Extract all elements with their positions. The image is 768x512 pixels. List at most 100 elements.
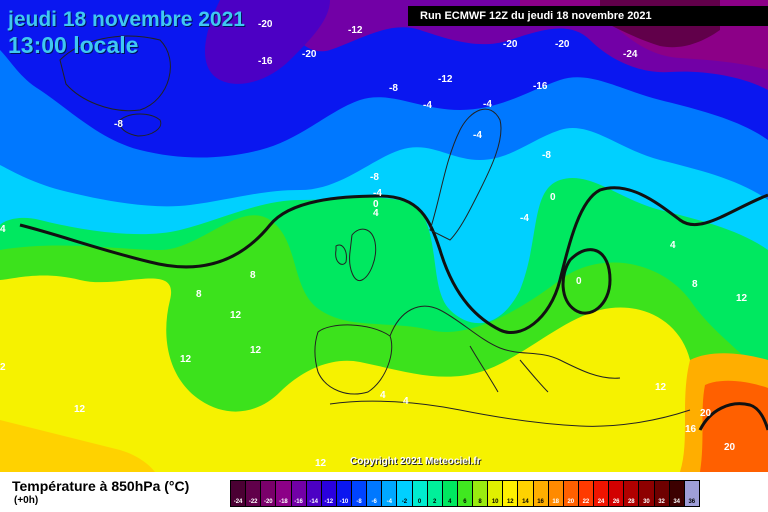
iso-label-35: 20	[724, 442, 736, 453]
iso-label-29: 12	[74, 404, 86, 415]
iso-label-11: -8	[389, 83, 398, 94]
legend-swatch-label: 20	[567, 499, 575, 505]
legend-swatch: 28	[624, 481, 640, 506]
legend-swatch: -8	[352, 481, 368, 506]
iso-label-40: 12	[180, 354, 192, 365]
run-info-banner: Run ECMWF 12Z du jeudi 18 novembre 2021	[408, 6, 768, 26]
iso-label-31: 4	[403, 396, 409, 407]
legend-swatch: 18	[548, 481, 564, 506]
iso-label-39: 12	[230, 310, 242, 321]
legend-swatch-label: -4	[386, 499, 392, 505]
map-time-title: 13:00 locale	[8, 32, 139, 58]
legend-swatch-label: -8	[356, 499, 362, 505]
map-date-title: jeudi 18 novembre 2021	[8, 8, 245, 31]
warm-isotherm-line	[698, 402, 768, 431]
iso-label-12: -4	[423, 100, 432, 111]
iso-label-26: 8	[692, 279, 698, 290]
legend-swatch: -24	[231, 481, 247, 506]
legend-swatch-label: -14	[309, 499, 319, 505]
legend-swatch: 22	[578, 481, 594, 506]
zero-isotherm-loop	[561, 248, 612, 315]
zero-isotherm-line	[19, 186, 768, 334]
legend-swatch: -16	[291, 481, 307, 506]
iso-label-10: -8	[114, 119, 123, 130]
temperature-map: -20 -20 -16 -12 -20 -20 -24 -12 -16 -8 -…	[0, 0, 768, 472]
legend-swatch: 16	[533, 481, 549, 506]
iso-label-1: -20	[258, 19, 273, 30]
legend-swatch: -14	[306, 481, 322, 506]
legend-swatch: -10	[336, 481, 352, 506]
legend-swatch: 36	[684, 481, 699, 506]
coastline-europe	[389, 305, 621, 393]
legend-swatch-label: -16	[294, 499, 303, 505]
legend-swatch-label: 8	[478, 499, 482, 505]
coastline-british-isles	[335, 228, 377, 282]
field-red	[700, 380, 768, 472]
iso-label-22: 0	[576, 276, 582, 287]
legend-swatch: 0	[412, 481, 428, 506]
legend-swatch: -22	[246, 481, 262, 506]
iso-label-38: 2	[0, 362, 6, 373]
temperature-map-canvas: -20 -20 -16 -12 -20 -20 -24 -12 -16 -8 -…	[0, 0, 768, 472]
color-scale-bar: -24 -22 -20 -18 -16 -14 -12 -10 -8 -6 -4 -2 0 2 4 6 8 10 1…	[230, 480, 700, 507]
legend-swatch: 32	[654, 481, 670, 506]
legend-swatch: 24	[594, 481, 610, 506]
iso-label-25: 8	[250, 270, 256, 281]
coastline-greenland	[59, 35, 171, 112]
legend-swatch: 8	[473, 481, 489, 506]
iso-label-16: -8	[370, 172, 379, 183]
legend-swatch-label: -22	[248, 499, 258, 505]
legend-swatch: -18	[276, 481, 292, 506]
legend-swatch-label: 28	[627, 499, 635, 505]
legend-swatch: 30	[639, 481, 655, 506]
legend-subtitle: (+0h)	[14, 495, 39, 506]
iso-label-9: -16	[533, 81, 548, 92]
legend-swatch: -4	[382, 481, 398, 506]
iso-label-17: -4	[373, 188, 382, 199]
field-upper-left-purple	[205, 0, 330, 84]
legend-swatch: 34	[669, 481, 685, 506]
iso-label-20: -4	[520, 213, 529, 224]
iso-label-34: 20	[700, 408, 712, 419]
legend-swatch-label: -6	[371, 499, 377, 505]
legend-swatch: 2	[427, 481, 443, 506]
iso-label-15: -8	[542, 150, 551, 161]
iso-label-36: 12	[315, 458, 327, 469]
legend-swatch: 4	[442, 481, 458, 506]
iso-label-2: -20	[302, 49, 317, 60]
field-dark-blue	[0, 0, 768, 158]
iso-label-30: 4	[380, 390, 386, 401]
legend-swatch: -2	[397, 481, 413, 506]
iso-label-21: 0	[550, 192, 556, 203]
iso-label-18: 0	[373, 199, 379, 210]
iso-label-33: 16	[685, 424, 697, 435]
legend-swatch-label: -12	[324, 499, 334, 505]
iso-label-8: -12	[438, 74, 453, 85]
iso-label-32: 12	[655, 382, 667, 393]
legend-swatch-label: 22	[582, 499, 590, 505]
legend-swatch-label: -24	[233, 499, 243, 505]
legend-swatch: 20	[563, 481, 579, 506]
legend-swatch: 14	[518, 481, 534, 506]
legend-swatch-label: 4	[448, 499, 452, 505]
field-light-orange	[0, 420, 155, 472]
iso-label-5: -20	[503, 39, 518, 50]
legend-swatch-label: 6	[463, 499, 467, 505]
legend-swatch: 6	[457, 481, 473, 506]
legend-footer: Température à 850hPa (°C) (+0h) -24 -22 -2…	[0, 472, 768, 512]
legend-swatch: -12	[321, 481, 337, 506]
legend-swatch-label: 30	[643, 499, 650, 505]
legend-swatch-label: 14	[522, 499, 529, 505]
legend-swatch: 12	[503, 481, 519, 506]
iso-label-23: 4	[670, 240, 676, 251]
legend-swatch: 26	[609, 481, 625, 506]
legend-swatch-label: 16	[537, 499, 544, 505]
iso-label-24: 8	[196, 289, 202, 300]
legend-swatch-label: 2	[433, 499, 437, 505]
legend-swatch-label: 34	[673, 499, 681, 505]
legend-swatch-label: 0	[417, 499, 422, 505]
iso-label-19: 4	[373, 208, 379, 219]
legend-swatch-label: 12	[506, 499, 514, 505]
legend-swatch: -6	[367, 481, 383, 506]
coastline-scandinavia	[429, 108, 502, 241]
